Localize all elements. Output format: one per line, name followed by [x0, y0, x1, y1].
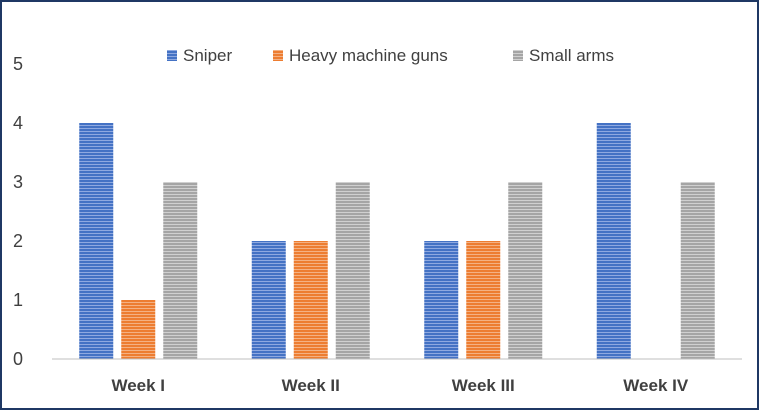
legend-swatch: [167, 50, 177, 61]
bar-small-arms-week-ii: [335, 182, 370, 359]
y-tick-label: 0: [13, 349, 23, 369]
bar-heavy-machine-guns-week-ii: [293, 241, 328, 359]
bar-sniper-week-ii: [251, 241, 286, 359]
y-tick-label: 4: [13, 113, 23, 133]
legend-label: Small arms: [529, 46, 614, 65]
y-axis: 0 1 2 3 4 5: [13, 54, 23, 369]
bar-sniper-week-iii: [424, 241, 459, 359]
x-category-label: Week III: [452, 376, 515, 395]
y-tick-label: 5: [13, 54, 23, 74]
bar-heavy-machine-guns-week-iii: [466, 241, 501, 359]
y-tick-label: 2: [13, 231, 23, 251]
bar-small-arms-week-i: [163, 182, 198, 359]
bar-small-arms-week-iii: [508, 182, 543, 359]
y-tick-label: 1: [13, 290, 23, 310]
legend-swatch: [273, 50, 283, 61]
legend-swatch: [513, 50, 523, 61]
bar-sniper-week-i: [79, 123, 114, 359]
bar-heavy-machine-guns-week-i: [121, 300, 156, 359]
bar-small-arms-week-iv: [680, 182, 715, 359]
y-tick-label: 3: [13, 172, 23, 192]
legend-label: Sniper: [183, 46, 232, 65]
legend: Sniper Heavy machine guns Small arms: [167, 46, 614, 65]
legend-label: Heavy machine guns: [289, 46, 448, 65]
x-category-label: Week IV: [623, 376, 689, 395]
x-axis: Week I Week II Week III Week IV: [111, 376, 688, 395]
bars: [79, 123, 715, 359]
bar-sniper-week-iv: [596, 123, 631, 359]
x-category-label: Week II: [282, 376, 340, 395]
x-category-label: Week I: [111, 376, 165, 395]
